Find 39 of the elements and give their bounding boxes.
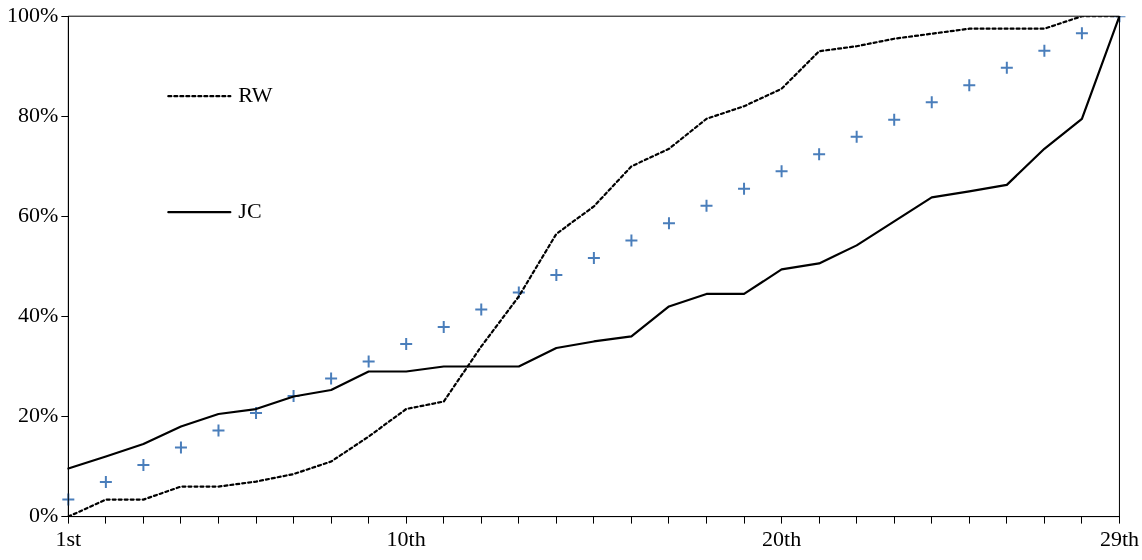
x-tick-label: 20th: [762, 525, 802, 551]
point: [849, 129, 864, 144]
point: [699, 198, 714, 213]
point: [924, 95, 939, 110]
point: [98, 475, 113, 490]
point: [586, 250, 601, 265]
point: [324, 371, 339, 386]
y-tick-label: 20%: [18, 402, 59, 428]
y-tick-label: 60%: [18, 202, 59, 228]
point: [173, 440, 188, 455]
legend-label: JC: [238, 197, 262, 223]
y-tick-label: 40%: [18, 302, 59, 328]
point: [661, 216, 676, 231]
x-tick-label: 1st: [55, 525, 82, 551]
point: [249, 406, 264, 421]
point: [399, 336, 414, 351]
point: [962, 78, 977, 93]
y-tick-label: 0%: [29, 502, 59, 528]
y-tick-label: 80%: [18, 102, 59, 128]
point: [737, 181, 752, 196]
point: [511, 285, 526, 300]
point: [774, 164, 789, 179]
point: [211, 423, 226, 438]
point: [549, 267, 564, 282]
point: [61, 492, 76, 507]
legend-label: RW: [238, 81, 273, 107]
point: [624, 233, 639, 248]
y-tick-label: 100%: [7, 1, 59, 27]
point: [1037, 43, 1052, 58]
point: [136, 458, 151, 473]
x-tick-label: 29th: [1099, 525, 1140, 551]
point: [887, 112, 902, 127]
point: [812, 147, 827, 162]
point: [436, 319, 451, 334]
point: [999, 60, 1014, 75]
point: [1074, 26, 1089, 41]
point: [474, 302, 489, 317]
x-tick-label: 10th: [386, 525, 426, 551]
point: [361, 354, 376, 369]
